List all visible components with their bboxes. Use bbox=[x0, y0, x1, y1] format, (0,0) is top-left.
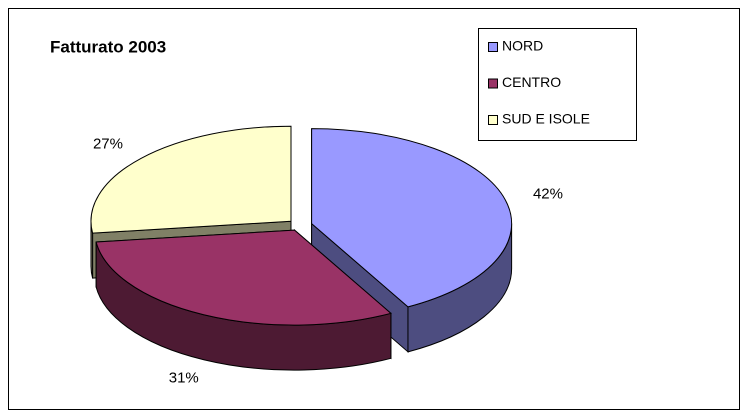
legend-swatch bbox=[488, 42, 498, 52]
data-label: 27% bbox=[93, 136, 123, 153]
legend-label: CENTRO bbox=[502, 74, 561, 90]
legend-label: SUD E ISOLE bbox=[502, 111, 590, 127]
data-label: 42% bbox=[533, 186, 563, 203]
slice bbox=[95, 229, 392, 326]
slice bbox=[311, 128, 513, 308]
slice bbox=[90, 125, 292, 234]
legend-swatch bbox=[488, 78, 498, 89]
legend-box bbox=[478, 28, 637, 141]
chart-title: Fatturato 2003 bbox=[50, 37, 166, 56]
legend-swatch bbox=[488, 115, 498, 125]
data-label: 31% bbox=[169, 369, 199, 386]
legend-label: NORD bbox=[502, 38, 543, 54]
